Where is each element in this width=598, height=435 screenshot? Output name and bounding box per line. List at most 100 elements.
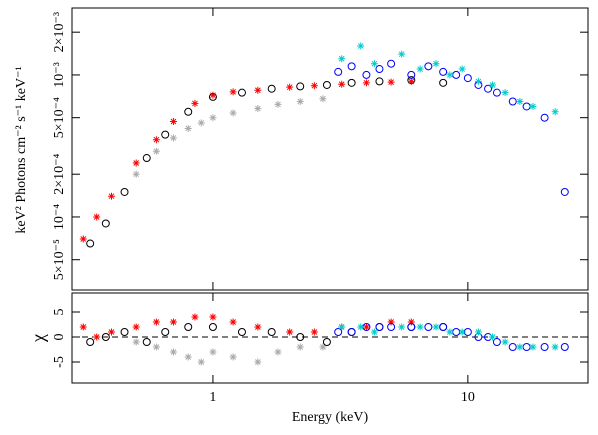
- data-point: [229, 318, 237, 326]
- data-point: [560, 343, 569, 351]
- data-point: [416, 65, 424, 73]
- data-point: [357, 323, 365, 331]
- y-tick-label: 2×10⁻³: [52, 12, 67, 52]
- data-point: [274, 348, 282, 356]
- data-point: [254, 86, 262, 94]
- bottom-frame: [71, 292, 589, 384]
- data-point: [489, 81, 497, 89]
- y-tick-label: 5×10⁻⁴: [52, 97, 67, 138]
- y-tick-label: 5: [52, 309, 67, 316]
- data-point: [79, 323, 87, 331]
- data-point: [254, 358, 262, 366]
- data-point: [416, 323, 424, 331]
- data-point: [439, 78, 448, 87]
- data-point: [407, 77, 415, 85]
- data-point: [319, 343, 327, 351]
- data-point: [484, 84, 493, 93]
- data-point: [209, 348, 217, 356]
- data-point: [93, 333, 101, 341]
- data-point: [184, 124, 192, 132]
- data-point: [529, 102, 537, 110]
- data-point: [362, 323, 370, 331]
- data-point: [169, 118, 177, 126]
- data-point: [551, 343, 559, 351]
- data-point: [338, 80, 346, 88]
- data-point: [362, 79, 370, 87]
- data-point: [229, 109, 237, 117]
- data-point: [191, 313, 199, 321]
- data-point: [474, 328, 482, 336]
- data-point: [370, 328, 378, 336]
- data-point: [362, 70, 371, 79]
- data-point: [407, 323, 416, 331]
- data-point: [446, 328, 454, 336]
- x-tick-label: 10: [461, 390, 475, 405]
- data-point: [152, 136, 160, 144]
- data-point: [152, 147, 160, 155]
- data-point: [152, 318, 160, 326]
- data-point: [229, 88, 237, 96]
- data-point: [387, 318, 395, 326]
- y-tick-label: -5: [52, 356, 67, 368]
- data-point: [375, 323, 384, 331]
- chi-label: χ: [28, 334, 48, 343]
- data-point: [274, 100, 282, 108]
- data-point: [407, 70, 416, 79]
- data-point: [452, 70, 461, 79]
- y-axis-label: keV² Photons cm⁻² s⁻¹ keV⁻¹: [14, 66, 29, 233]
- data-point: [492, 88, 501, 97]
- data-point: [132, 170, 140, 178]
- data-point: [522, 102, 531, 111]
- data-point: [169, 348, 177, 356]
- data-point: [387, 78, 395, 86]
- data-point: [458, 328, 466, 336]
- data-point: [86, 338, 95, 346]
- data-point: [107, 328, 115, 336]
- y-tick-label: 10⁻³: [52, 62, 67, 88]
- data-point: [229, 353, 237, 361]
- data-point: [347, 328, 356, 336]
- y-tick-label: 2×10⁻⁴: [52, 154, 67, 195]
- data-point: [474, 77, 482, 85]
- data-point: [516, 343, 524, 351]
- data-point: [197, 119, 205, 127]
- data-point: [267, 328, 276, 336]
- data-point: [296, 82, 305, 91]
- data-point: [197, 358, 205, 366]
- data-point: [296, 333, 305, 341]
- data-point: [120, 328, 129, 336]
- data-point: [209, 313, 217, 321]
- data-point: [334, 328, 343, 336]
- data-point: [398, 50, 406, 58]
- data-point: [439, 323, 448, 331]
- data-point: [387, 323, 396, 331]
- data-point: [458, 65, 466, 73]
- data-point: [254, 323, 262, 331]
- data-point: [184, 107, 193, 116]
- data-point: [132, 338, 140, 346]
- data-point: [296, 343, 304, 351]
- data-point: [107, 192, 115, 200]
- data-point: [398, 323, 406, 331]
- data-point: [120, 187, 129, 196]
- data-point: [93, 213, 101, 221]
- data-point: [334, 67, 343, 76]
- data-point: [508, 343, 517, 351]
- data-point: [407, 318, 415, 326]
- data-point: [560, 187, 569, 196]
- data-point: [86, 239, 95, 248]
- data-point: [169, 318, 177, 326]
- data-point: [101, 219, 110, 228]
- y-tick-label: 0: [52, 334, 67, 341]
- top-frame: [71, 7, 589, 291]
- data-point: [492, 338, 501, 346]
- data-point: [501, 338, 509, 346]
- data-point: [375, 77, 384, 86]
- data-point: [432, 323, 440, 331]
- data-point: [338, 55, 346, 63]
- x-axis-label: Energy (keV): [292, 410, 369, 425]
- data-point: [338, 323, 346, 331]
- data-point: [322, 80, 331, 89]
- y-tick-label: 5×10⁻⁵: [52, 239, 67, 280]
